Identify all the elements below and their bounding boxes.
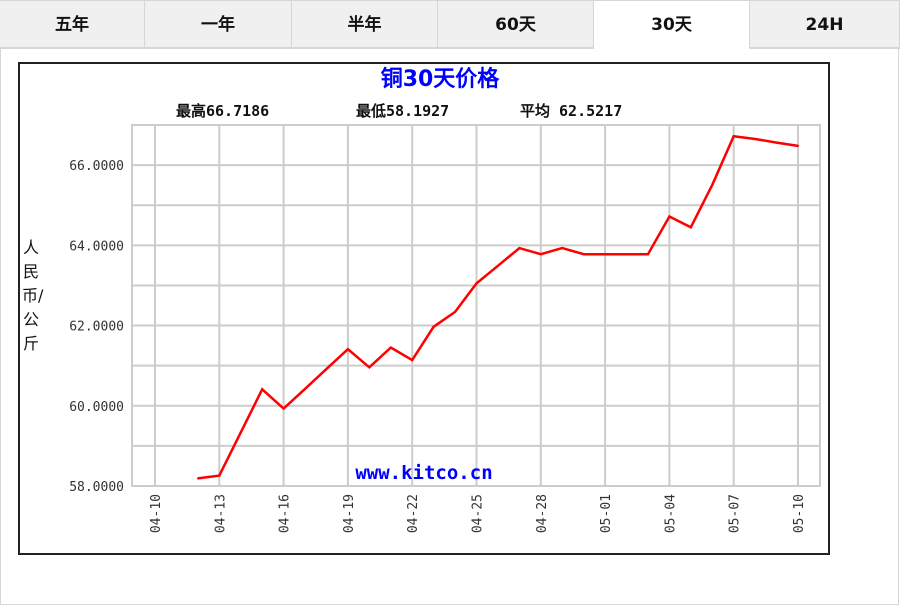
data-point [196, 477, 199, 480]
data-point [582, 253, 585, 256]
data-point [711, 183, 714, 186]
data-point [218, 474, 221, 477]
y-tick-label: 66.0000 [69, 159, 124, 174]
data-point [475, 282, 478, 285]
x-tick-label: 05-01 [599, 494, 614, 533]
y-tick-label: 64.0000 [69, 239, 124, 254]
data-point [432, 325, 435, 328]
y-tick-label: 58.0000 [69, 480, 124, 495]
x-tick-label: 05-04 [663, 494, 678, 533]
tab-60-days[interactable]: 60天 [438, 0, 594, 48]
tab-one-year[interactable]: 一年 [145, 0, 292, 48]
x-tick-label: 04-28 [535, 494, 550, 533]
data-point [282, 407, 285, 410]
data-point [561, 247, 564, 250]
stat-low: 最低58.1927 [356, 102, 449, 120]
y-tick-label: 60.0000 [69, 400, 124, 415]
x-tick-label: 04-19 [342, 494, 357, 533]
data-point [518, 247, 521, 250]
data-point [604, 253, 607, 256]
data-point [732, 135, 735, 138]
stat-high: 最高66.7186 [176, 102, 269, 120]
data-point [346, 348, 349, 351]
data-point [646, 253, 649, 256]
data-point [797, 144, 799, 147]
content-panel [0, 49, 899, 605]
data-point [668, 215, 671, 218]
tab-24h[interactable]: 24H [750, 0, 900, 48]
y-tick-label: 62.0000 [69, 320, 124, 335]
x-tick-label: 05-10 [792, 494, 807, 533]
x-tick-label: 04-13 [213, 494, 228, 533]
watermark: www.kitco.cn [355, 462, 492, 484]
x-tick-label: 04-25 [471, 494, 486, 533]
x-tick-label: 04-22 [406, 494, 421, 533]
data-point [754, 138, 757, 141]
y-axis-label: 人民币/公斤 [22, 238, 44, 353]
data-point [304, 387, 307, 390]
data-point [261, 388, 264, 391]
chart-frame [18, 62, 830, 555]
data-point [454, 310, 457, 313]
data-point [411, 359, 414, 362]
data-point [496, 264, 499, 267]
price-line [197, 134, 799, 480]
chart-title: 铜30天价格 [381, 66, 501, 92]
x-tick-label: 05-07 [728, 494, 743, 533]
x-tick-label: 04-10 [149, 494, 164, 533]
period-tabs: 五年 一年 半年 60天 30天 24H [0, 0, 900, 49]
tab-30-days[interactable]: 30天 [594, 0, 750, 49]
tab-half-year[interactable]: 半年 [292, 0, 438, 48]
data-point [325, 367, 328, 370]
stat-average: 平均 62.5217 [520, 102, 622, 120]
data-point [368, 366, 371, 369]
data-point [689, 226, 692, 229]
data-point [539, 253, 542, 256]
data-point [775, 141, 778, 144]
data-point [625, 253, 628, 256]
x-tick-label: 04-16 [278, 494, 293, 533]
tab-five-years[interactable]: 五年 [0, 0, 145, 48]
data-point [389, 346, 392, 349]
